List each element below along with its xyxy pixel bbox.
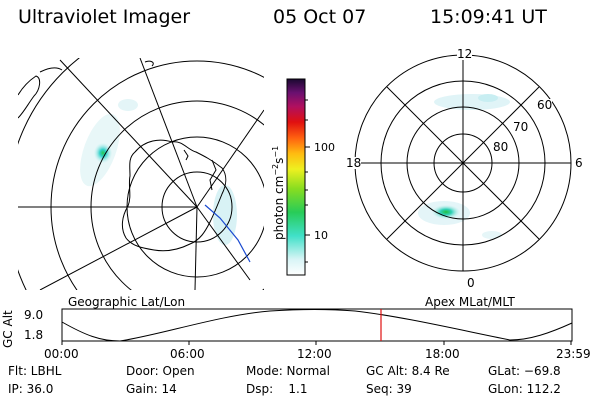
orbit-track — [204, 204, 251, 263]
mlt-label-bottom: 0 — [467, 276, 475, 290]
colorbar-tick-10: 10 — [314, 229, 328, 242]
right-panel-label: Apex MLat/MLT — [425, 295, 515, 309]
colorbar-unit-label: photon cm−2s−1 — [271, 145, 286, 240]
timeline-xtick: 23:59 — [556, 347, 591, 361]
geographic-map — [18, 58, 264, 290]
status-filter: Flt: LBHL — [8, 364, 62, 378]
timeline-xtick: 12:00 — [297, 347, 332, 361]
antarctica-coastline — [121, 139, 227, 252]
status-gc-alt: GC Alt: 8.4 Re — [366, 364, 450, 378]
color-scale-bar — [286, 78, 306, 276]
polar-plot — [354, 54, 572, 272]
status-ip: IP: 36.0 — [8, 382, 54, 396]
timeline-ylabel: GC Alt — [1, 310, 15, 348]
status-seq: Seq: 39 — [366, 382, 412, 396]
status-mode: Mode: Normal — [246, 364, 330, 378]
time-label: 15:09:41 UT — [430, 6, 547, 28]
date-label: 05 Oct 07 — [273, 6, 367, 28]
status-dsp: Dsp: 1.1 — [246, 382, 308, 396]
timeline-xtick: 06:00 — [170, 347, 205, 361]
timeline-ytick-min: 1.8 — [24, 328, 44, 342]
app-title: Ultraviolet Imager — [18, 6, 191, 28]
mlt-label-left: 18 — [346, 156, 362, 170]
mlt-label-right: 6 — [575, 156, 583, 170]
status-door: Door: Open — [126, 364, 195, 378]
status-gain: Gain: 14 — [126, 382, 177, 396]
aurora-bright-spot-left — [94, 143, 112, 163]
left-panel-label: Geographic Lat/Lon — [68, 295, 186, 309]
mlat-label-60: 60 — [537, 98, 553, 112]
mlat-label-70: 70 — [513, 120, 529, 134]
mlat-label-80: 80 — [493, 140, 509, 154]
altitude-timeline — [61, 308, 573, 345]
timeline-xtick: 00:00 — [44, 347, 79, 361]
timeline-xtick: 18:00 — [425, 347, 460, 361]
status-glon: GLon: 112.2 — [488, 382, 561, 396]
aurora-bright-spot-right — [432, 205, 460, 219]
colorbar-tick-100: 100 — [314, 141, 335, 154]
timeline-ytick-max: 9.0 — [24, 308, 44, 322]
status-glat: GLat: −69.8 — [488, 364, 561, 378]
mlt-label-top: 12 — [457, 47, 473, 61]
